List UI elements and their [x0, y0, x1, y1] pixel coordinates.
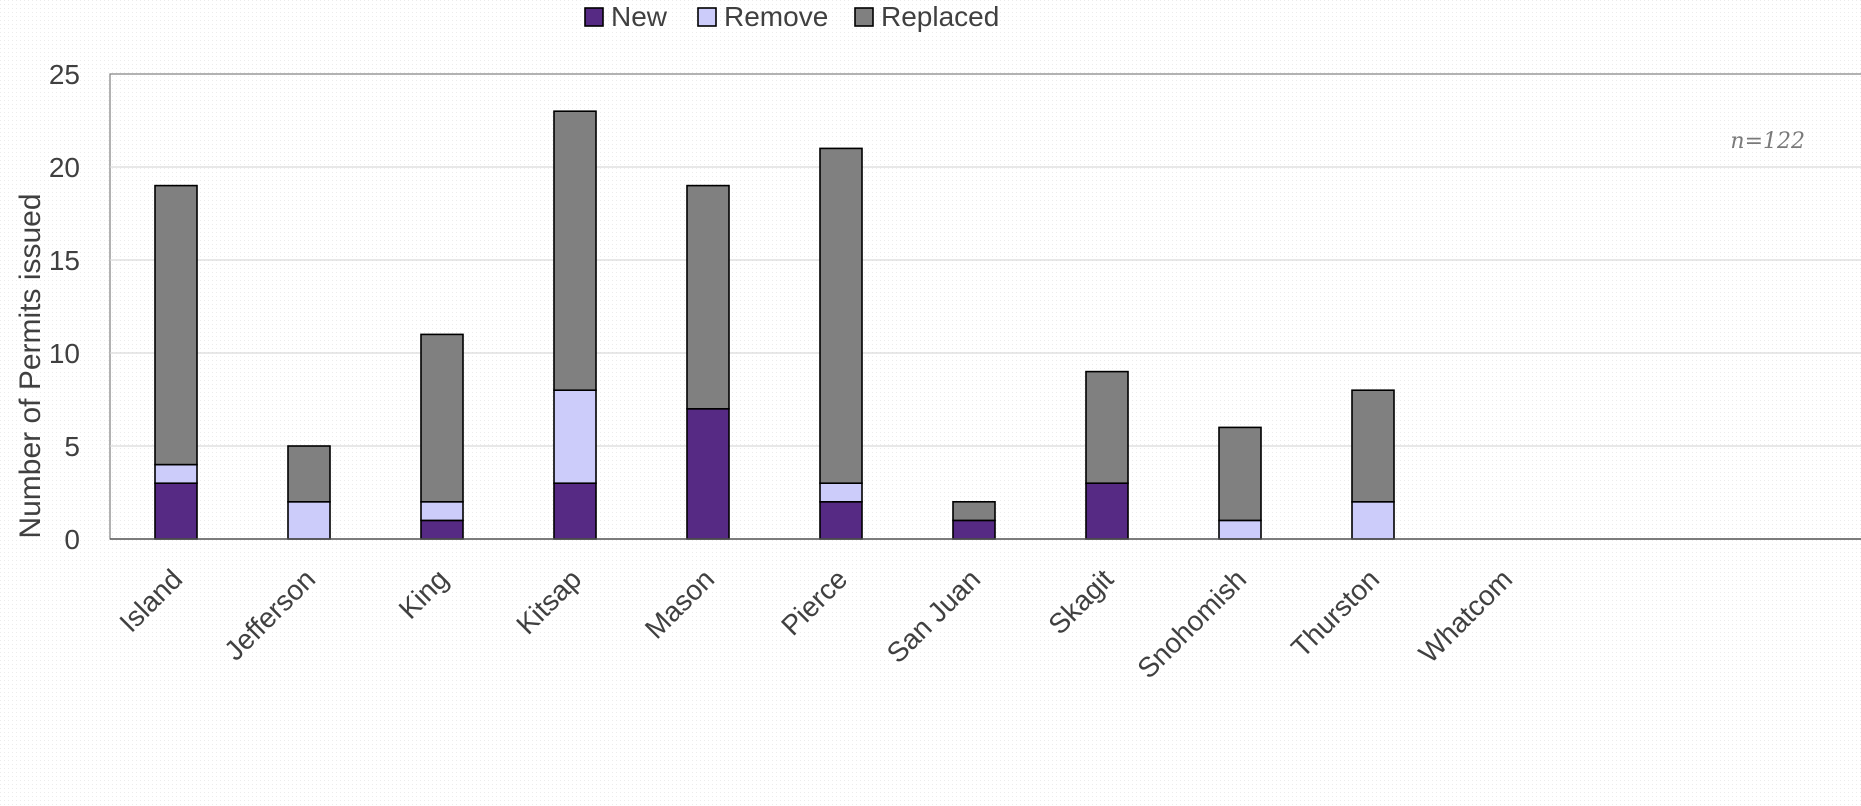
bar-king-replaced — [420, 333, 464, 503]
bar-mason-replaced — [686, 184, 730, 410]
bar-king-new — [420, 519, 464, 540]
bar-thurston-remove — [1351, 500, 1395, 540]
bar-jefferson-remove — [287, 500, 331, 540]
bar-snohomish-remove — [1218, 519, 1262, 540]
y-tick-label-15: 15 — [49, 245, 80, 276]
bars — [154, 110, 1395, 540]
bar-skagit-replaced — [1085, 370, 1129, 485]
bar-pierce-replaced — [819, 147, 863, 484]
legend-label-replaced: Replaced — [881, 1, 999, 32]
y-tick-label-20: 20 — [49, 152, 80, 183]
legend-swatch-remove — [697, 7, 717, 27]
legend: New Remove Replaced — [584, 1, 999, 32]
bar-pierce-new — [819, 500, 863, 540]
bar-san-juan-replaced — [952, 500, 996, 522]
bar-island-replaced — [154, 184, 198, 466]
bar-skagit-new — [1085, 482, 1129, 540]
bar-island-remove — [154, 463, 198, 485]
legend-label-new: New — [611, 1, 668, 32]
y-tick-label-25: 25 — [49, 59, 80, 90]
legend-swatch-replaced — [854, 7, 874, 27]
y-tick-label-10: 10 — [49, 338, 80, 369]
bar-kitsap-remove — [553, 389, 597, 485]
y-tick-label-0: 0 — [64, 524, 80, 555]
bar-san-juan-new — [952, 519, 996, 540]
legend-swatch-new — [584, 7, 604, 27]
bar-kitsap-new — [553, 482, 597, 540]
sample-size-annotation: n=122 — [1730, 129, 1805, 154]
legend-label-remove: Remove — [724, 1, 828, 32]
y-axis-label: Number of Permits issued — [14, 193, 47, 538]
bar-pierce-remove — [819, 482, 863, 503]
bar-island-new — [154, 482, 198, 540]
bar-mason-new — [686, 407, 730, 540]
bar-thurston-replaced — [1351, 389, 1395, 503]
bar-snohomish-replaced — [1218, 426, 1262, 522]
bar-kitsap-replaced — [553, 110, 597, 391]
y-tick-label-5: 5 — [64, 431, 80, 462]
bar-king-remove — [420, 500, 464, 522]
bar-jefferson-replaced — [287, 445, 331, 503]
